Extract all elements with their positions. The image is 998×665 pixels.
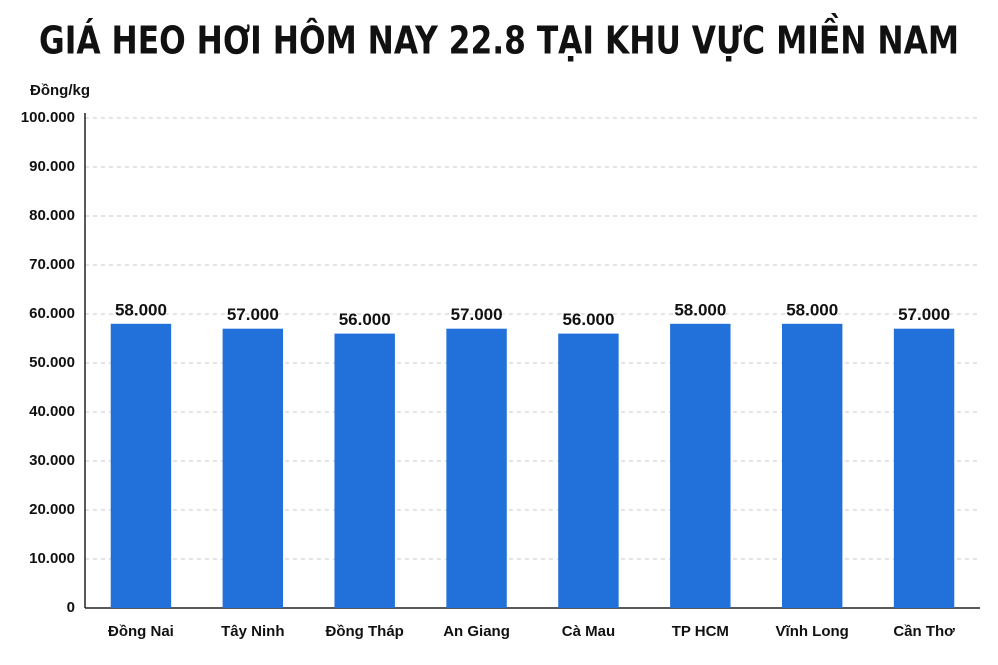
bar bbox=[893, 328, 955, 608]
value-label: 56.000 bbox=[339, 310, 391, 329]
bar bbox=[334, 333, 395, 608]
y-tick-label: 60.000 bbox=[29, 305, 75, 322]
x-tick-label: Cà Mau bbox=[562, 623, 615, 640]
y-tick-label: 70.000 bbox=[29, 256, 75, 273]
value-label: 57.000 bbox=[227, 305, 279, 324]
bar bbox=[222, 328, 284, 608]
x-tick-label: Đồng Nai bbox=[108, 623, 174, 640]
x-tick-label: Vĩnh Long bbox=[776, 623, 849, 640]
value-label: 57.000 bbox=[451, 305, 503, 324]
y-axis-label: Đồng/kg bbox=[30, 82, 90, 99]
bar bbox=[670, 323, 731, 608]
x-tick-label: Cần Thơ bbox=[893, 623, 955, 640]
y-tick-label: 30.000 bbox=[29, 452, 75, 469]
bar bbox=[558, 333, 619, 608]
y-tick-label: 100.000 bbox=[21, 109, 75, 126]
bar bbox=[110, 323, 172, 608]
value-label: 58.000 bbox=[674, 300, 726, 319]
y-tick-label: 10.000 bbox=[29, 550, 75, 567]
y-tick-label: 50.000 bbox=[29, 354, 75, 371]
value-label: 58.000 bbox=[786, 300, 838, 319]
bar bbox=[446, 328, 507, 608]
y-tick-label: 20.000 bbox=[29, 501, 75, 518]
y-tick-label: 80.000 bbox=[29, 207, 75, 224]
value-label: 56.000 bbox=[562, 310, 614, 329]
x-tick-label: An Giang bbox=[443, 623, 510, 640]
value-label: 58.000 bbox=[115, 300, 167, 319]
y-tick-label: 90.000 bbox=[29, 158, 75, 175]
bar bbox=[781, 323, 843, 608]
y-tick-label: 0 bbox=[67, 599, 75, 616]
x-tick-label: Đồng Tháp bbox=[326, 623, 404, 640]
y-tick-label: 40.000 bbox=[29, 403, 75, 420]
value-label: 57.000 bbox=[898, 305, 950, 324]
x-tick-label: TP HCM bbox=[672, 623, 729, 640]
x-tick-label: Tây Ninh bbox=[221, 623, 284, 640]
chart-title: GIÁ HEO HƠI HÔM NAY 22.8 TẠI KHU VỰC MIỀ… bbox=[39, 14, 959, 63]
